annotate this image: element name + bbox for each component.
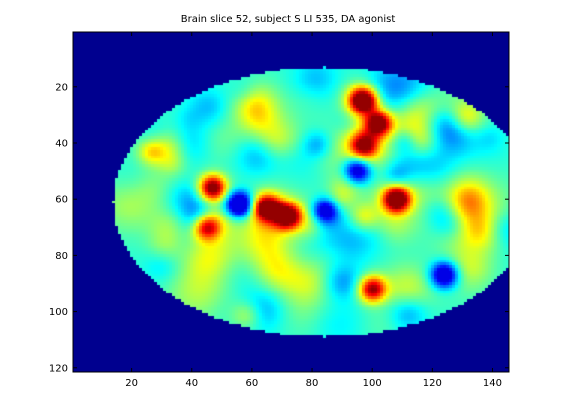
y-tick-label: 80 [55, 251, 68, 262]
y-tick-label: 20 [55, 82, 68, 93]
heatmap-canvas [73, 32, 509, 372]
y-axis: 20 40 60 80 100 120 [49, 82, 509, 374]
y-tick-label: 60 [55, 195, 68, 206]
chart-title: Brain slice 52, subject S LI 535, DA ago… [181, 14, 396, 25]
x-tick-label: 100 [363, 378, 382, 389]
x-tick-label: 120 [423, 378, 442, 389]
axes-box [72, 31, 510, 373]
x-axis: 20 40 60 80 100 120 140 [125, 32, 502, 389]
x-tick-label: 140 [483, 378, 502, 389]
plot-area [73, 32, 509, 372]
x-tick-label: 60 [246, 378, 259, 389]
y-tick-label: 40 [55, 138, 68, 149]
y-tick-label: 120 [49, 363, 68, 374]
y-tick-label: 100 [49, 307, 68, 318]
x-tick-label: 40 [185, 378, 198, 389]
x-tick-label: 80 [306, 378, 319, 389]
x-tick-label: 20 [125, 378, 138, 389]
